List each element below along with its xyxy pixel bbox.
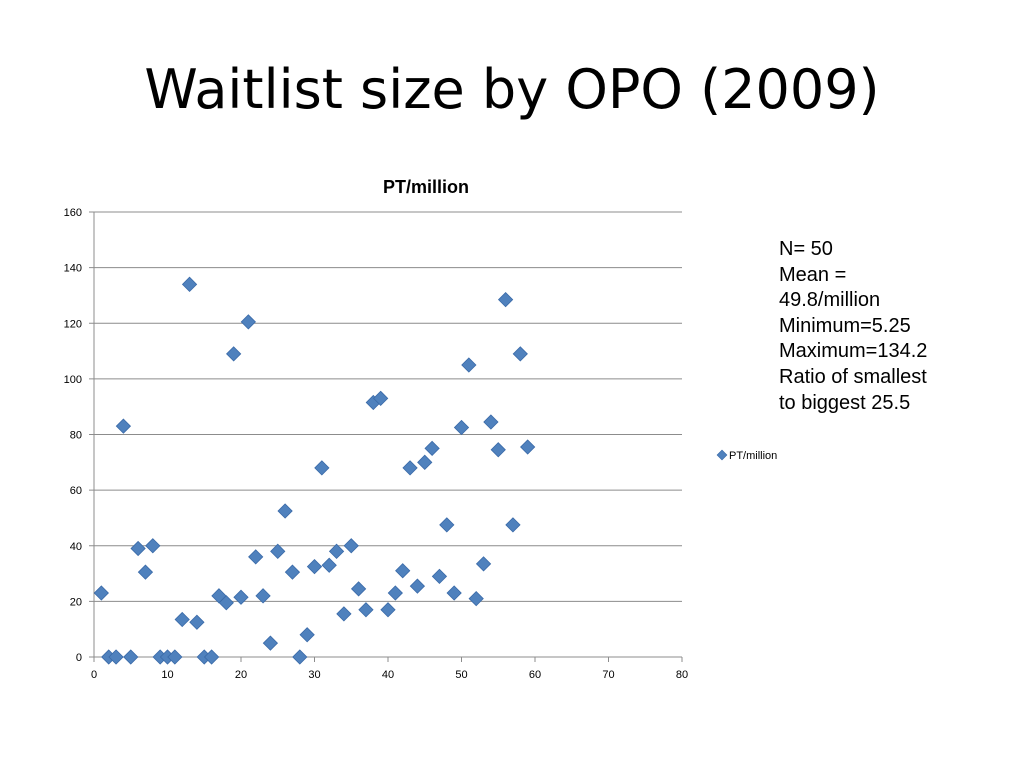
x-axis-tick-labels: 0 10 20 30 40 50 60 70 80 [91,669,688,681]
data-point [490,442,506,458]
x-tick-label: 70 [602,669,614,681]
data-point [431,568,448,584]
data-point [115,418,132,434]
data-point [255,588,271,604]
y-tick-label: 160 [64,207,82,219]
y-axis-tick-labels: 0 20 40 60 80 100 120 140 160 [64,207,82,664]
data-point [446,585,462,601]
y-tick-label: 140 [64,263,82,275]
data-point [336,606,352,622]
data-point [248,549,264,565]
x-tick-label: 0 [91,669,97,681]
stats-line: N= 50 [779,238,833,260]
data-point [358,602,374,618]
data-point [387,585,403,601]
data-point [306,558,323,575]
data-point [181,276,198,292]
x-tick-label: 80 [676,669,688,681]
stats-line: 49.8/million [779,289,881,312]
data-point [145,538,161,554]
data-point [226,346,242,362]
data-point [350,581,367,597]
y-tick-label: 40 [70,541,82,553]
data-point [299,627,315,643]
x-tick-label: 30 [308,669,320,681]
y-tick-label: 0 [76,652,82,664]
data-point [218,595,234,611]
data-point [461,357,477,373]
data-point [130,540,146,557]
data-point [417,454,433,470]
data-point [483,414,499,430]
x-tick-label: 40 [382,669,394,681]
data-point [373,390,389,406]
summary-stats-text: N= 50 Mean = 49.8/million Minimum=5.25 M… [779,237,979,416]
x-tick-label: 50 [455,669,467,681]
data-point [395,563,411,579]
data-point [203,649,220,665]
data-point [108,649,124,665]
data-point [314,460,330,476]
data-point [505,517,521,533]
data-point [380,602,396,618]
data-point [475,556,492,572]
data-point [167,649,183,665]
stats-line: Ratio of smallest [779,365,927,388]
data-point [321,557,337,573]
axes [89,211,683,662]
data-point [270,543,286,559]
data-point [424,440,440,457]
data-point [343,538,359,554]
x-tick-label: 60 [529,669,541,681]
data-point [174,611,190,628]
legend: PT/million [716,449,777,462]
y-tick-label: 60 [70,485,82,497]
data-point [497,291,514,308]
chart-title: PT/million [383,177,469,197]
data-point [262,635,279,651]
data-point [240,314,256,330]
data-point [439,517,455,533]
legend-label: PT/million [729,450,777,462]
data-point [137,564,154,580]
y-tick-label: 100 [64,374,82,386]
data-point [189,614,205,630]
slide-title: Waitlist size by OPO (2009) [144,58,880,121]
x-tick-label: 20 [235,669,247,681]
data-point [123,649,139,665]
y-tick-label: 80 [70,430,82,442]
data-point [409,578,426,594]
data-point [93,585,109,601]
data-point [277,503,293,519]
gridlines [94,211,682,602]
stats-line: to biggest 25.5 [779,391,911,414]
y-tick-label: 120 [64,318,82,330]
data-point [468,590,484,607]
data-point [328,543,345,559]
data-point [233,589,249,605]
y-tick-label: 20 [70,596,82,608]
stats-line: Minimum=5.25 [779,314,911,337]
legend-marker-icon [716,449,728,461]
data-point [284,564,301,580]
stats-line: Mean = [779,263,847,286]
data-points [93,276,536,665]
data-point [292,649,308,665]
data-point [512,346,528,362]
x-tick-label: 10 [161,669,173,681]
data-point [453,419,470,436]
data-point [402,460,418,476]
data-point [520,439,536,455]
stats-line: Maximum=134.2 [779,340,928,363]
